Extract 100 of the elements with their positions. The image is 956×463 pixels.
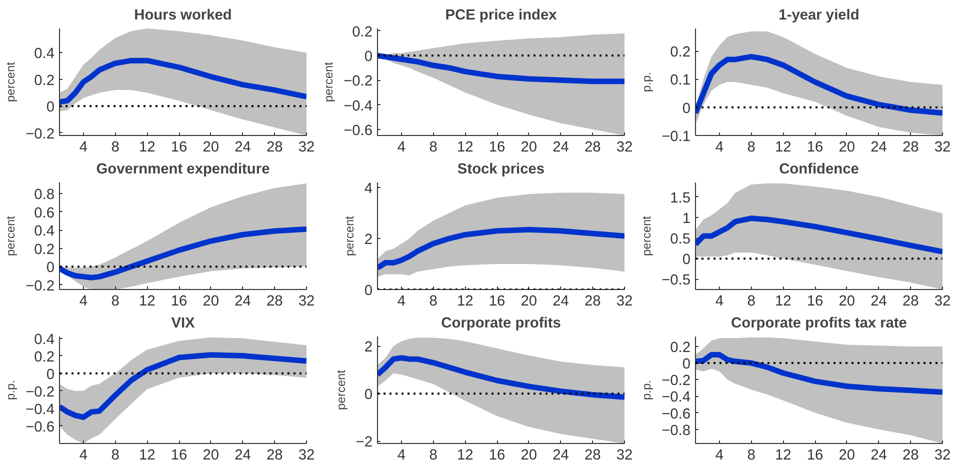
x-tick-label: 20 (202, 294, 220, 310)
x-tick-label: 16 (488, 140, 506, 156)
x-tick-label: 12 (774, 294, 792, 310)
chart-title: Confidence (779, 162, 859, 178)
x-tick-label: 4 (715, 448, 724, 463)
x-tick-label: 4 (715, 140, 724, 156)
y-axis-title: percent (640, 215, 654, 256)
x-tick-label: 16 (170, 448, 188, 463)
x-tick-label: 20 (202, 140, 220, 156)
x-tick-label: 32 (298, 448, 315, 463)
x-tick-label: 16 (170, 294, 188, 310)
x-tick-label: 12 (456, 294, 474, 310)
x-tick-label: 24 (234, 448, 251, 463)
y-tick-label: −0.2 (662, 373, 691, 390)
x-tick-label: 16 (806, 448, 824, 463)
x-tick-label: 20 (838, 294, 856, 310)
x-tick-label: 20 (838, 448, 856, 463)
chart-title: VIX (171, 316, 196, 332)
y-tick-label: 0.2 (670, 44, 690, 61)
y-tick-label: 0 (682, 100, 691, 117)
y-tick-label: 0.5 (670, 232, 690, 248)
x-tick-label: 8 (111, 140, 120, 156)
y-tick-label: 1.5 (670, 190, 690, 206)
x-tick-label: 24 (870, 448, 887, 463)
x-tick-label: 24 (870, 140, 887, 156)
x-tick-label: 28 (266, 140, 283, 156)
x-tick-label: 16 (488, 448, 506, 463)
y-tick-label: 0.4 (34, 332, 54, 348)
x-tick-label: 4 (397, 448, 406, 463)
y-tick-label: −0.4 (26, 402, 55, 418)
y-tick-label: 0 (364, 49, 373, 66)
y-tick-label: −0.6 (26, 419, 55, 436)
x-tick-label: 12 (138, 448, 156, 463)
y-tick-label: 2 (364, 232, 373, 248)
y-tick-label: 0 (364, 283, 373, 299)
x-tick-label: 28 (584, 448, 601, 463)
y-tick-label: 2 (364, 340, 373, 356)
y-tick-label: −0.5 (662, 272, 691, 289)
y-tick-label: 0 (46, 366, 55, 383)
x-tick-label: 8 (747, 448, 756, 463)
x-tick-label: 32 (616, 448, 633, 463)
y-axis-title: percent (342, 215, 356, 256)
chart-title: Corporate profits (441, 316, 561, 332)
y-tick-label: 0 (682, 356, 691, 373)
x-tick-label: 8 (747, 140, 756, 156)
y-tick-label: −0.8 (662, 422, 691, 439)
y-tick-label: 0 (364, 387, 373, 404)
y-tick-label: 4 (364, 181, 373, 198)
x-tick-label: 20 (520, 294, 538, 310)
x-tick-label: 4 (397, 140, 406, 156)
x-tick-label: 12 (774, 140, 792, 156)
y-axis-title: percent (4, 61, 18, 102)
x-tick-label: 28 (266, 294, 283, 310)
y-tick-label: 0.4 (34, 224, 54, 240)
x-tick-label: 8 (111, 448, 120, 463)
x-tick-label: 24 (552, 294, 569, 310)
x-tick-label: 24 (552, 448, 569, 463)
x-tick-label: 28 (902, 294, 919, 310)
x-tick-label: 28 (584, 140, 601, 156)
y-axis-title: percent (4, 215, 18, 256)
y-tick-label: 0.1 (670, 72, 690, 89)
y-tick-label: 0.2 (670, 340, 690, 356)
x-tick-label: 28 (584, 294, 601, 310)
y-axis-title: p.p. (4, 380, 18, 400)
x-tick-label: 8 (429, 140, 438, 156)
chart-title: Stock prices (457, 162, 545, 178)
y-tick-label: −0.2 (344, 74, 373, 90)
x-tick-label: 20 (520, 140, 538, 156)
chart-title: Corporate profits tax rate (731, 316, 907, 332)
y-tick-label: 0.2 (352, 24, 372, 40)
x-tick-label: 12 (138, 140, 156, 156)
y-tick-label: −0.4 (344, 98, 373, 114)
y-tick-label: 0.4 (34, 46, 54, 62)
x-tick-label: 28 (902, 140, 919, 156)
chart-title: 1-year yield (778, 8, 860, 24)
y-tick-label: −0.6 (344, 122, 373, 139)
chart-title: PCE price index (445, 8, 558, 24)
y-tick-label: 0.8 (34, 186, 54, 203)
y-tick-label: 0 (46, 100, 55, 116)
y-tick-label: 0 (46, 260, 55, 276)
x-tick-label: 32 (934, 140, 951, 156)
x-tick-label: 16 (806, 140, 824, 156)
x-tick-label: 20 (202, 448, 220, 463)
x-tick-label: 16 (488, 294, 506, 310)
x-tick-label: 32 (616, 294, 633, 310)
y-tick-label: −0.2 (26, 278, 55, 294)
x-tick-label: 24 (552, 140, 569, 156)
x-tick-label: 28 (266, 448, 283, 463)
y-tick-label: −0.2 (26, 384, 55, 400)
x-tick-label: 4 (79, 294, 88, 310)
x-tick-label: 24 (870, 294, 887, 310)
x-tick-label: 16 (806, 294, 824, 310)
x-tick-label: 8 (429, 294, 438, 310)
x-tick-label: 24 (234, 140, 251, 156)
y-axis-title: percent (322, 61, 336, 102)
y-tick-label: 0.2 (34, 242, 54, 258)
x-tick-label: 32 (298, 140, 315, 156)
x-tick-label: 32 (934, 448, 951, 463)
x-tick-label: 32 (616, 140, 633, 156)
y-tick-label: 0 (682, 252, 691, 268)
